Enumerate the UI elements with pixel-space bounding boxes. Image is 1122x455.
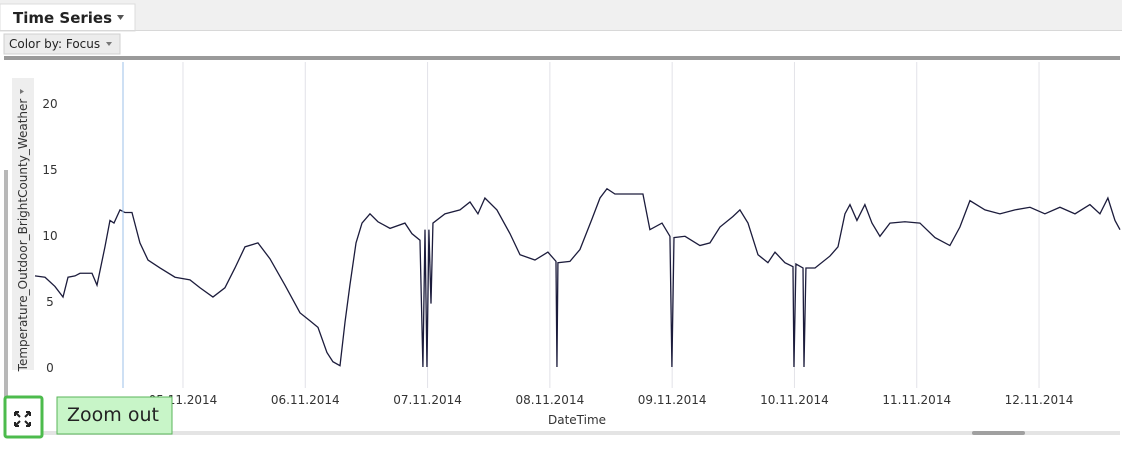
horizontal-scrollbar[interactable] xyxy=(8,431,1120,435)
x-tick-label: 09.11.2014 xyxy=(638,393,707,407)
tab-strip xyxy=(0,0,1122,30)
x-tick-label: 11.11.2014 xyxy=(882,393,951,407)
y-axis-title: Temperature_Outdoor_BrightCounty_Weather xyxy=(16,99,30,373)
x-tick-label: 10.11.2014 xyxy=(760,393,829,407)
y-tick-label: 10 xyxy=(42,229,57,243)
scroll-thumb[interactable] xyxy=(972,431,1025,435)
tab-title: Time Series xyxy=(13,9,112,27)
x-axis-title: DateTime xyxy=(548,413,606,427)
tooltip-text: Zoom out xyxy=(67,404,159,426)
x-tick-label: 08.11.2014 xyxy=(516,393,585,407)
x-tick-label: 12.11.2014 xyxy=(1005,393,1074,407)
axis-arrow xyxy=(20,89,24,94)
zoom-icon xyxy=(14,411,31,427)
divider xyxy=(4,56,1120,60)
y-tick-label: 5 xyxy=(46,295,54,309)
y-axis-selector[interactable] xyxy=(12,78,34,370)
vertical-scrollbar[interactable] xyxy=(4,170,8,420)
tab-arrow xyxy=(117,15,124,20)
tab[interactable] xyxy=(0,3,136,32)
dropdown-arrow xyxy=(106,42,112,46)
x-tick-label: 06.11.2014 xyxy=(271,393,340,407)
color-by-label: Color by: Focus xyxy=(9,37,100,51)
x-tick-label: 07.11.2014 xyxy=(393,393,462,407)
y-tick-label: 20 xyxy=(42,97,57,111)
plot: 05.11.2014 06.11.2014 07.11.2014 08.11.2014… xyxy=(16,62,1121,427)
data-line xyxy=(34,187,1121,368)
zoom-out-button[interactable] xyxy=(3,395,44,439)
tooltip xyxy=(56,396,173,435)
color-by-button[interactable] xyxy=(3,33,121,55)
y-tick-label: 0 xyxy=(46,361,54,375)
y-tick-label: 15 xyxy=(42,163,57,177)
